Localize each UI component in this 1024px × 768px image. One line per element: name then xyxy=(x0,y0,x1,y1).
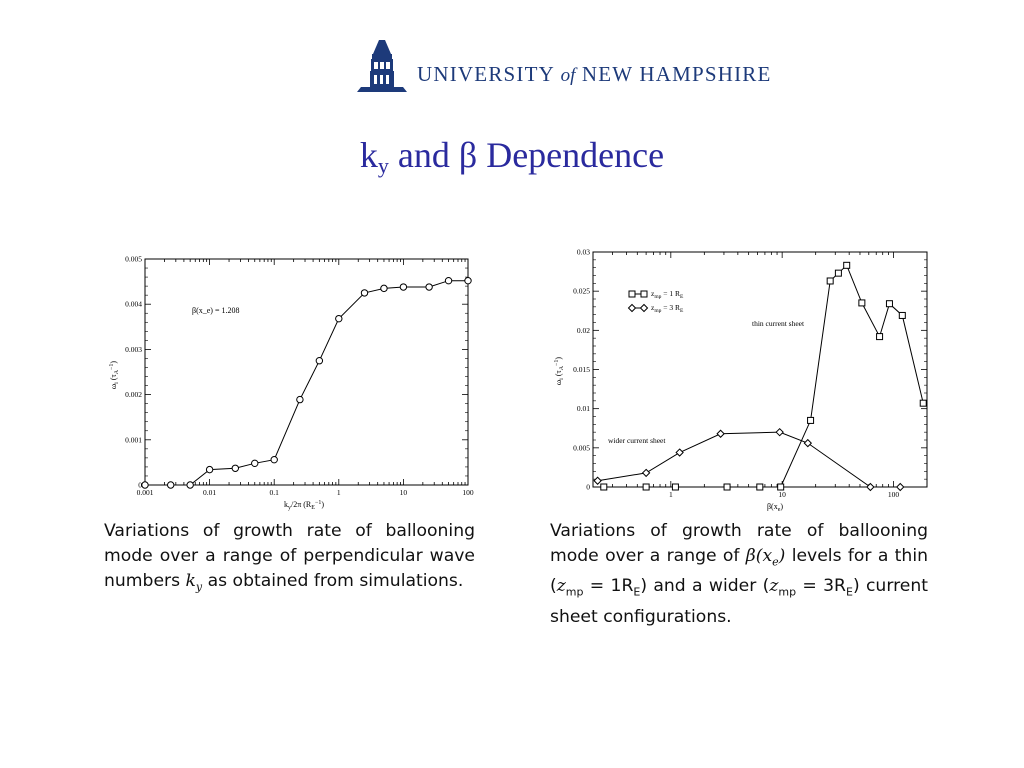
data-point xyxy=(723,483,731,491)
data-point xyxy=(756,483,764,491)
annotation-thin-current-sheet: thin current sheet xyxy=(752,319,805,328)
y-axis-label: ωi (τA−1) xyxy=(109,361,120,390)
data-point xyxy=(315,357,324,365)
x-tick-label: 0.001 xyxy=(137,488,154,497)
y-tick-label: 0.003 xyxy=(125,345,142,354)
x-tick-label: 1 xyxy=(337,488,341,497)
legend-entry-wide: zmp = 3 RE xyxy=(651,303,684,314)
data-point xyxy=(843,261,851,269)
slide-title: ky and β Dependence xyxy=(359,135,665,178)
data-point xyxy=(186,481,194,489)
chart-legend: zmp = 1 RE zmp = 3 RE xyxy=(627,289,684,314)
legend-square-marker xyxy=(628,290,636,298)
x-axis-label: β(xe) xyxy=(767,502,783,513)
data-point xyxy=(858,299,866,307)
data-point xyxy=(600,483,608,491)
y-tick-label: 0 xyxy=(586,483,590,492)
data-point xyxy=(896,482,905,492)
data-point xyxy=(593,476,602,485)
y-axis-label: ωi (τA−1) xyxy=(554,357,565,386)
beta-annotation: β(x_e) = 1.208 xyxy=(192,306,239,315)
y-tick-label: 0.001 xyxy=(125,435,142,444)
series-line-0 xyxy=(603,264,924,488)
legend-entry-thin: zmp = 1 RE xyxy=(651,289,684,300)
data-point xyxy=(641,468,651,478)
data-point xyxy=(885,300,893,308)
x-tick-label: 10 xyxy=(778,490,786,499)
y-tick-label: 0.005 xyxy=(573,443,590,452)
x-axis-label: ky/2π (RE−1) xyxy=(284,500,324,511)
data-point xyxy=(671,483,679,491)
plot-frame xyxy=(592,251,928,488)
data-point xyxy=(360,289,369,297)
data-point xyxy=(335,314,343,323)
series-line-0 xyxy=(145,280,468,486)
data-point xyxy=(380,284,388,293)
y-tick-label: 0.02 xyxy=(577,326,590,335)
data-point xyxy=(826,277,834,285)
chart-growth-vs-beta: 1 10 100 0 0.005 0.01 0.015 0.02 0.025 0.03 zmp =… xyxy=(554,248,928,513)
y-tick-label: 0.015 xyxy=(573,365,590,374)
data-point xyxy=(775,427,784,437)
data-point xyxy=(642,483,650,491)
x-tick-label: 0.1 xyxy=(270,488,280,497)
university-name: UNIVERSITY of NEW HAMPSHIRE xyxy=(417,62,772,86)
data-point xyxy=(444,276,453,285)
data-point xyxy=(425,283,433,291)
caption-right: Variations of growth rate of ballooning … xyxy=(550,521,928,627)
x-tick-label: 100 xyxy=(462,488,474,497)
annotation-wider-current-sheet: wider current sheet xyxy=(608,436,666,445)
data-point xyxy=(803,438,813,448)
data-point xyxy=(898,311,906,319)
data-point xyxy=(866,482,875,492)
data-point xyxy=(399,283,408,291)
data-point xyxy=(675,448,684,457)
data-point xyxy=(807,416,815,424)
y-tick-label: 0.004 xyxy=(125,300,142,309)
data-point xyxy=(716,429,725,438)
x-tick-label: 100 xyxy=(888,490,900,499)
y-tick-label: 0.025 xyxy=(573,287,590,296)
data-point xyxy=(231,464,240,472)
data-point xyxy=(167,481,175,489)
x-tick-label: 10 xyxy=(400,488,408,497)
data-point xyxy=(141,481,149,489)
y-tick-label: 0.005 xyxy=(125,255,142,264)
data-point xyxy=(205,465,214,474)
y-tick-label: 0.01 xyxy=(577,404,590,413)
bell-tower-icon xyxy=(357,40,407,92)
y-tick-label: 0.002 xyxy=(125,390,142,399)
data-point xyxy=(834,269,842,277)
data-point xyxy=(296,395,304,404)
x-tick-label: 0.01 xyxy=(203,488,216,497)
university-logo: UNIVERSITY of NEW HAMPSHIRE xyxy=(357,40,770,92)
chart-growth-vs-ky: 0.001 0.01 0.1 1 10 10000.0010.0020.0030.0040… xyxy=(109,255,474,512)
data-point xyxy=(876,333,884,341)
data-point xyxy=(919,399,927,407)
data-point xyxy=(270,455,278,464)
series-line-1 xyxy=(597,431,901,488)
data-point xyxy=(251,459,259,468)
data-point xyxy=(777,483,785,491)
x-tick-label: 1 xyxy=(669,490,673,499)
y-tick-label: 0.03 xyxy=(577,248,590,257)
y-tick-label: 0 xyxy=(138,481,142,490)
plot-frame xyxy=(144,258,469,486)
caption-left: Variations of growth rate of ballooning … xyxy=(104,521,475,594)
data-point xyxy=(464,276,472,285)
